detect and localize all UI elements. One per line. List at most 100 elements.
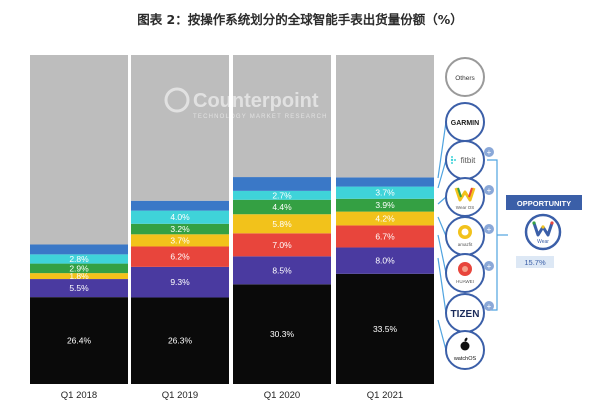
bar-segment-tizen-4 xyxy=(336,247,434,274)
x-tick-label: Q1 2020 xyxy=(264,390,300,401)
plus-icon-label: + xyxy=(487,225,492,234)
plus-icon-label: + xyxy=(487,186,492,195)
bar-segment-garmin-1 xyxy=(30,244,128,255)
bar-segment-others-3 xyxy=(233,55,331,178)
plus-icon xyxy=(484,224,494,234)
bar-segment-tizen-1 xyxy=(30,279,128,298)
bar-segment-tizen-2 xyxy=(131,266,229,298)
data-label-tizen-1: 5.5% xyxy=(69,283,89,293)
apple-logo-icon xyxy=(460,337,470,351)
plus-icon xyxy=(484,261,494,271)
plus-icon xyxy=(484,301,494,311)
bar-segment-amazfit-2 xyxy=(131,234,229,247)
legend-label-huawei: HUAWEI xyxy=(456,279,474,284)
fitbit-dots-icon xyxy=(450,156,456,164)
bar-segment-others-4 xyxy=(336,55,434,178)
data-label-fitbit-3: 2.7% xyxy=(272,190,292,200)
opportunity-value: 15.7% xyxy=(524,258,546,267)
data-label-amazfit-2: 3.7% xyxy=(170,235,190,245)
legend-item-amazfit: amazfit xyxy=(445,216,485,256)
data-label-huawei-3: 7.0% xyxy=(272,240,292,250)
data-label-wearos-1: 2.9% xyxy=(69,263,89,273)
bar-segment-fitbit-4 xyxy=(336,186,434,199)
opportunity-banner xyxy=(506,195,582,210)
opportunity-panel: OPPORTUNITY Wear 15.7% xyxy=(506,195,582,268)
wear-logo-icon xyxy=(532,221,554,237)
bar-segment-garmin-4 xyxy=(336,177,434,187)
data-label-fitbit-4: 3.7% xyxy=(375,188,395,198)
bar-segment-wearos-4 xyxy=(336,198,434,212)
data-label-amazfit-4: 4.2% xyxy=(375,214,395,224)
legend-label-watchos: watchOS xyxy=(453,356,477,362)
watermark-brand: Counterpoint xyxy=(193,90,319,112)
legend-item-tizen: TIZEN xyxy=(445,293,485,333)
bar-segment-amazfit-3 xyxy=(233,214,331,234)
legend: Others GARMIN fitbit Wear OS xyxy=(437,57,508,370)
bar-segment-fitbit-2 xyxy=(131,210,229,224)
bar-segment-huawei-3 xyxy=(233,233,331,257)
bar-segment-watchos-2 xyxy=(131,297,229,384)
bar-segment-amazfit-4 xyxy=(336,211,434,226)
opportunity-value-box xyxy=(516,256,554,268)
bar-segment-others-1 xyxy=(30,55,128,245)
bars-group: 26.4% 5.5% 1.8%2.9%2.8% 26.3% 9.3% 6.2% 3.7% 3.… xyxy=(30,55,434,384)
data-label-fitbit-2: 4.0% xyxy=(170,212,190,222)
watermark-tagline: TECHNOLOGY MARKET RESEARCH xyxy=(193,114,328,120)
opportunity-label: OPPORTUNITY xyxy=(517,199,571,208)
data-label-wearos-4: 3.9% xyxy=(375,200,395,210)
chart-title: 图表 2：按操作系统划分的全球智能手表出货量份额（%） xyxy=(137,12,463,27)
plus-icon-label: + xyxy=(487,302,492,311)
data-label-wearos-3: 4.4% xyxy=(272,202,292,212)
bar-segment-wearos-3 xyxy=(233,199,331,215)
bar-segment-watchos-1 xyxy=(30,297,128,384)
bar-segment-wearos-1 xyxy=(30,263,128,274)
legend-label-fitbit: fitbit xyxy=(461,156,476,165)
data-label-watchos-4: 33.5% xyxy=(373,324,398,334)
legend-item-huawei: HUAWEI xyxy=(445,253,485,293)
data-label-amazfit-3: 5.8% xyxy=(272,219,292,229)
plus-icon-label: + xyxy=(487,148,492,157)
data-label-watchos-3: 30.3% xyxy=(270,329,295,339)
bar-segment-watchos-3 xyxy=(233,284,331,384)
bar-segment-others-2 xyxy=(131,55,229,201)
x-tick-label: Q1 2018 xyxy=(61,390,97,401)
legend-label-others: Others xyxy=(455,75,475,82)
plus-markers: + + + + + xyxy=(484,147,494,311)
x-tick-label: Q1 2021 xyxy=(367,390,403,401)
bar-segment-wearos-2 xyxy=(131,223,229,235)
legend-label-wearos: Wear OS xyxy=(456,205,474,210)
plus-icon xyxy=(484,185,494,195)
bar-segment-tizen-3 xyxy=(233,256,331,285)
bar-segment-fitbit-1 xyxy=(30,254,128,264)
legend-label-amazfit: amazfit xyxy=(458,242,473,247)
data-label-tizen-2: 9.3% xyxy=(170,277,190,287)
bar-segment-huawei-2 xyxy=(131,246,229,267)
data-label-tizen-4: 8.0% xyxy=(375,256,395,266)
bar-segment-fitbit-3 xyxy=(233,190,331,200)
bar-segment-amazfit-1 xyxy=(30,273,128,280)
data-label-fitbit-1: 2.8% xyxy=(69,254,89,264)
data-label-huawei-4: 6.7% xyxy=(375,231,395,241)
legend-item-watchos: watchOS xyxy=(445,330,485,370)
bar-segment-watchos-4 xyxy=(336,273,434,384)
bar-segment-garmin-3 xyxy=(233,177,331,191)
x-axis-labels: Q1 2018 Q1 2019 Q1 2020 Q1 2021 xyxy=(61,390,403,401)
watermark: Counterpoint TECHNOLOGY MARKET RESEARCH xyxy=(164,87,328,120)
legend-label-garmin: GARMIN xyxy=(451,120,479,127)
wear-os-logo-icon xyxy=(454,187,476,202)
bar-segment-garmin-2 xyxy=(131,200,229,211)
data-label-huawei-2: 6.2% xyxy=(170,252,190,262)
legend-label-tizen: TIZEN xyxy=(451,309,480,320)
x-tick-label: Q1 2019 xyxy=(162,390,198,401)
plus-icon xyxy=(484,147,494,157)
legend-item-wearos: Wear OS xyxy=(445,177,485,217)
data-label-tizen-3: 8.5% xyxy=(272,265,292,275)
bar-segment-huawei-4 xyxy=(336,225,434,248)
watermark-logo-icon xyxy=(164,87,190,113)
data-label-amazfit-1: 1.8% xyxy=(69,271,89,281)
data-label-watchos-2: 26.3% xyxy=(168,336,193,346)
legend-item-garmin: GARMIN xyxy=(445,102,485,142)
plus-icon-label: + xyxy=(487,262,492,271)
data-label-watchos-1: 26.4% xyxy=(67,336,92,346)
